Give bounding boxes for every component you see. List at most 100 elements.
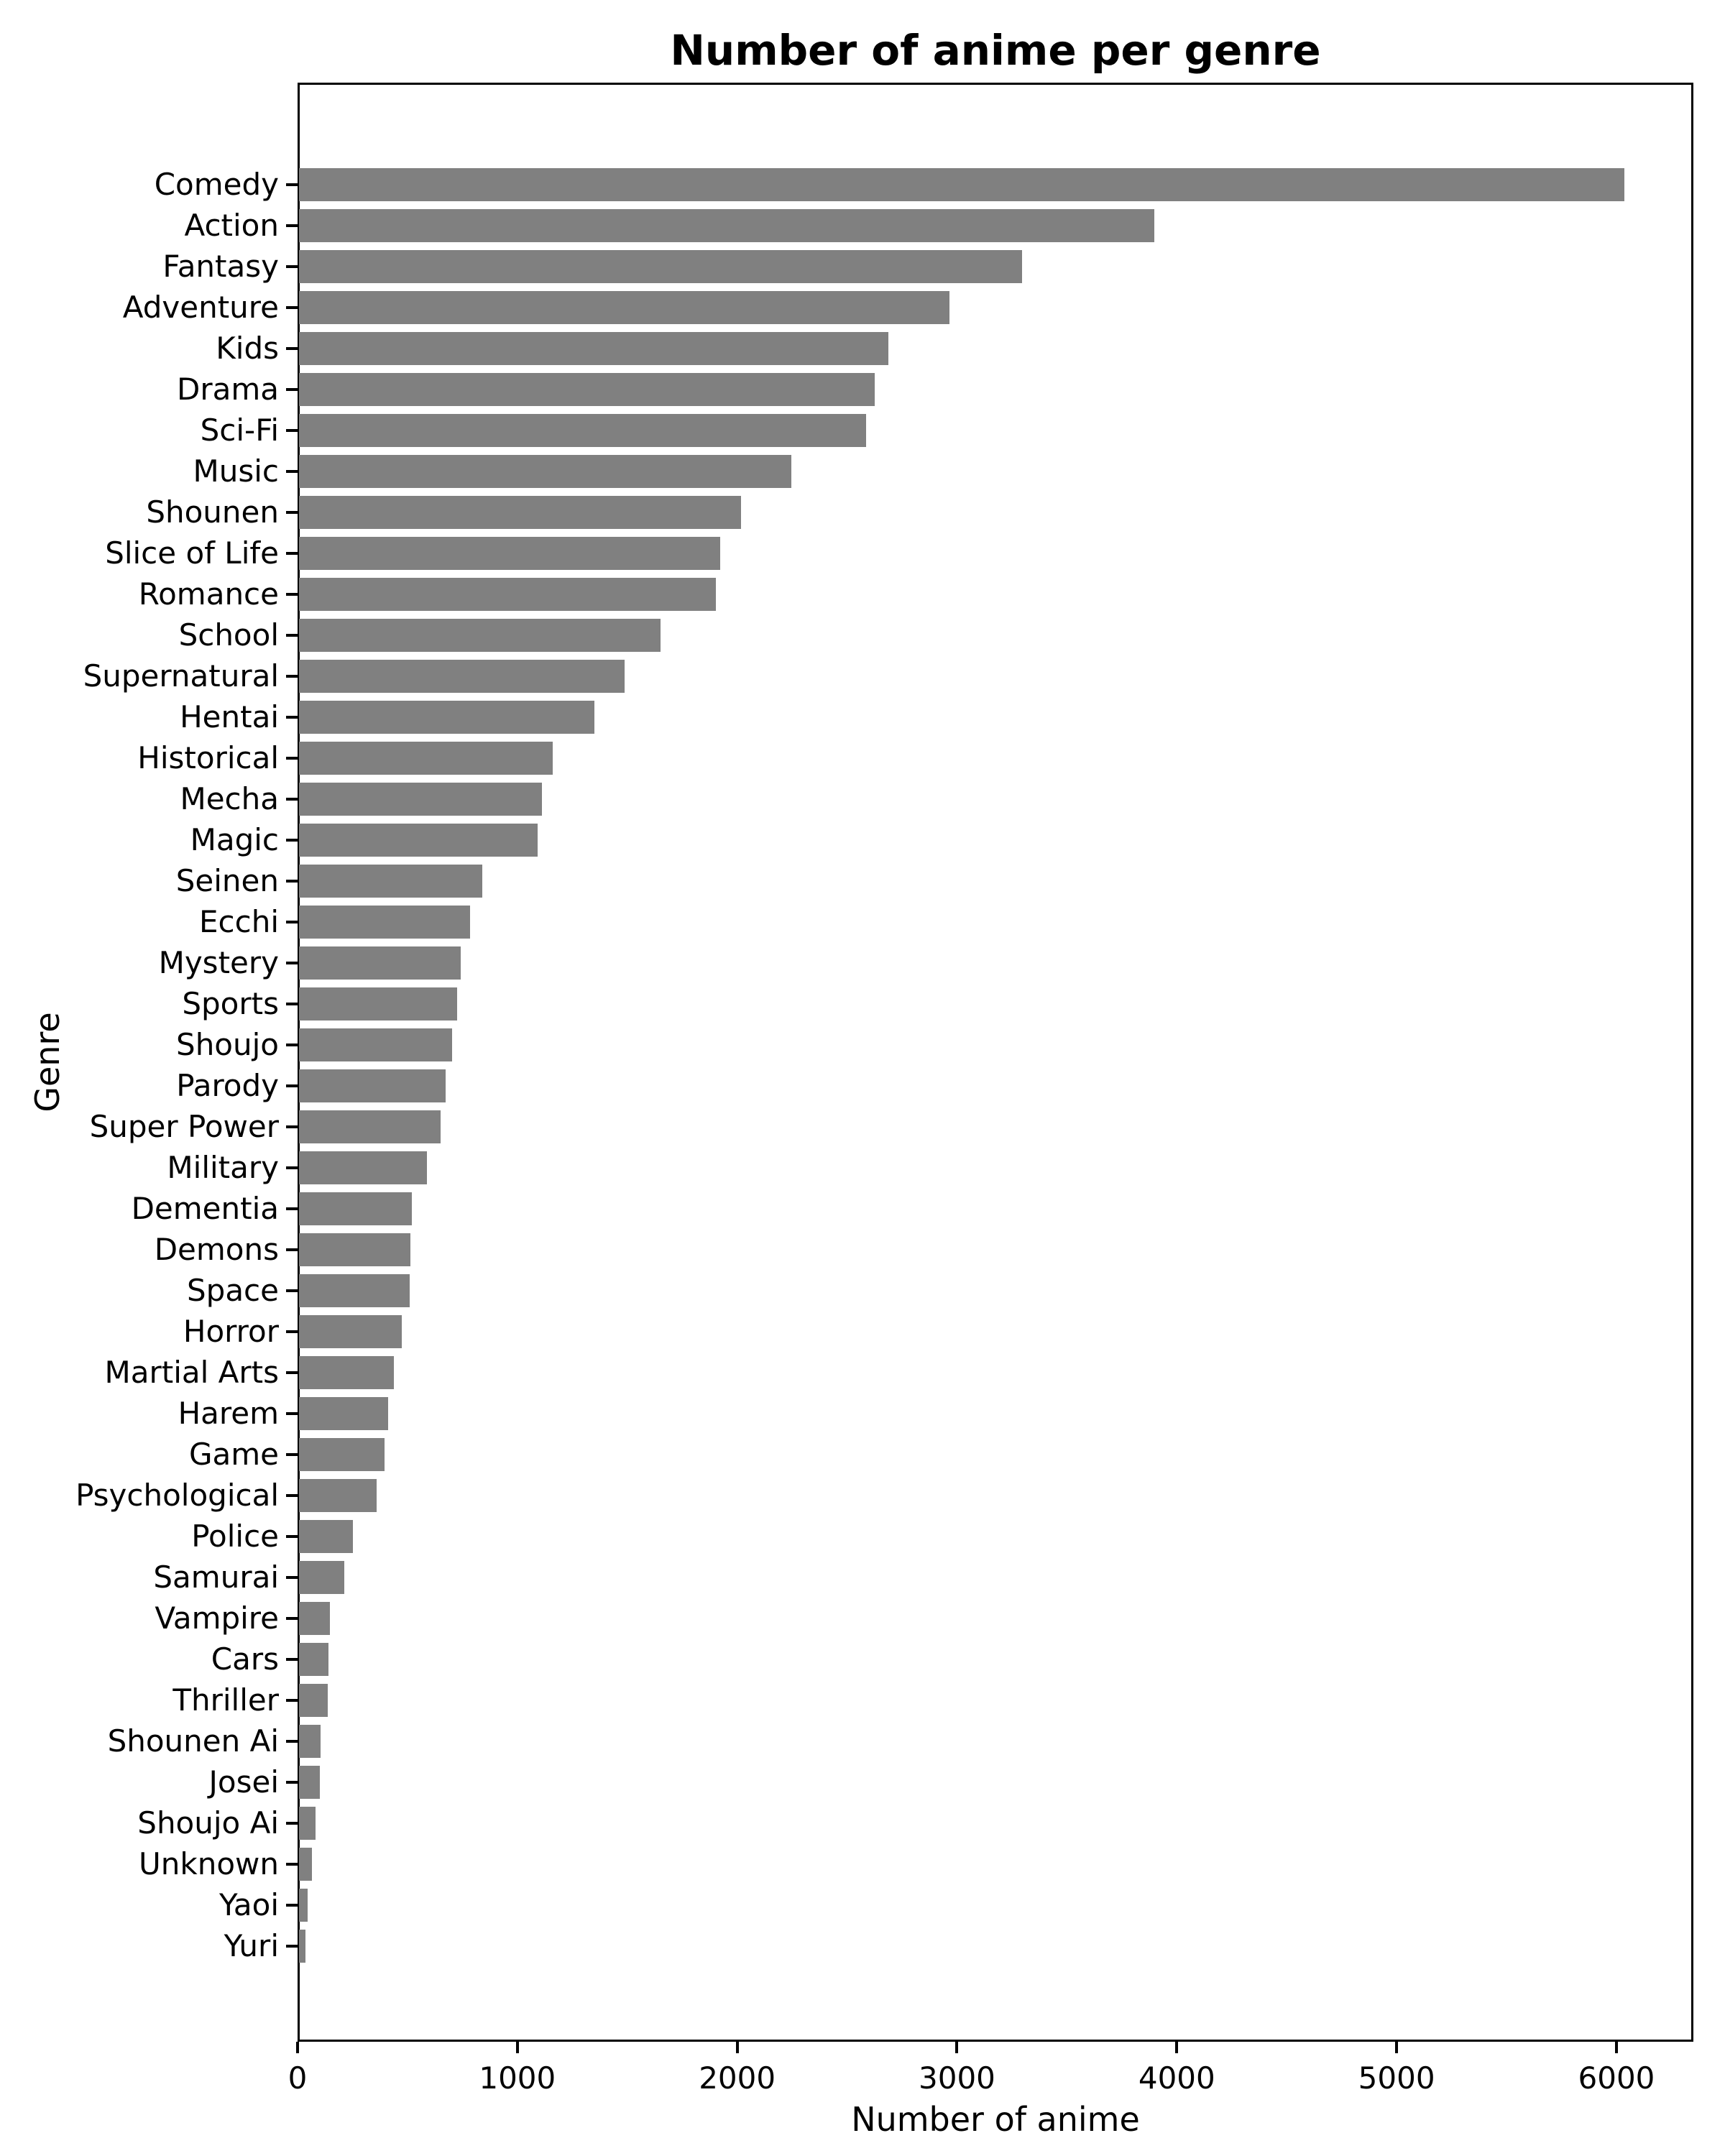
y-tick-label: Thriller (172, 1682, 279, 1718)
bar (299, 291, 949, 324)
bar (299, 1356, 394, 1389)
y-tick-label: Hentai (180, 699, 279, 734)
y-tick-mark (286, 880, 298, 883)
y-tick-label: Super Power (89, 1109, 279, 1144)
y-tick-mark (286, 1781, 298, 1784)
y-tick-label: Samurai (153, 1560, 279, 1595)
x-tick-mark (1614, 2042, 1618, 2053)
y-tick-mark (286, 429, 298, 432)
y-tick-label: Unknown (139, 1846, 279, 1881)
y-tick-label: Sci-Fi (200, 413, 279, 448)
bar (299, 987, 457, 1021)
y-tick-label: Fantasy (162, 249, 279, 284)
y-tick-label: Shoujo (176, 1027, 279, 1062)
y-tick-label: Slice of Life (105, 535, 279, 571)
bar (299, 906, 470, 939)
y-tick-label: Comedy (154, 167, 279, 202)
bar (299, 537, 720, 570)
x-tick-label: 2000 (699, 2060, 776, 2096)
bar (299, 209, 1154, 242)
x-tick-mark (1175, 2042, 1179, 2053)
y-tick-label: Shoujo Ai (137, 1805, 279, 1841)
y-tick-mark (286, 511, 298, 514)
y-tick-label: Sports (182, 986, 279, 1021)
y-tick-mark (286, 1166, 298, 1169)
y-tick-label: Seinen (175, 863, 279, 898)
y-tick-label: Yaoi (219, 1887, 279, 1922)
x-tick-label: 5000 (1358, 2060, 1435, 2096)
bar (299, 1151, 427, 1184)
bar (299, 1602, 330, 1635)
y-tick-mark (286, 347, 298, 350)
bar (299, 373, 875, 406)
y-tick-label: Military (167, 1150, 279, 1185)
y-tick-mark (286, 1289, 298, 1292)
y-tick-label: Romance (138, 576, 279, 612)
bar (299, 701, 594, 734)
y-tick-mark (286, 593, 298, 596)
x-tick-mark (296, 2042, 299, 2053)
y-tick-label: Music (193, 453, 280, 489)
bar (299, 1110, 441, 1143)
y-tick-label: Supernatural (83, 658, 279, 694)
y-tick-mark (286, 1330, 298, 1333)
y-tick-mark (286, 716, 298, 719)
y-tick-mark (286, 1207, 298, 1210)
bar (299, 1520, 353, 1553)
bar (299, 742, 553, 775)
y-tick-label: Game (188, 1437, 279, 1472)
y-tick-mark (286, 1248, 298, 1251)
y-tick-mark (286, 1617, 298, 1620)
bar (299, 1274, 410, 1307)
y-tick-label: Harem (178, 1396, 279, 1431)
y-tick-mark (286, 470, 298, 473)
y-tick-mark (286, 1125, 298, 1128)
y-tick-label: Magic (190, 822, 279, 857)
y-tick-mark (286, 921, 298, 923)
bar (299, 783, 542, 816)
y-tick-mark (286, 183, 298, 186)
bar (299, 1766, 320, 1799)
y-tick-mark (286, 265, 298, 268)
bar (299, 168, 1624, 201)
y-tick-label: Adventure (122, 290, 279, 325)
y-tick-mark (286, 1904, 298, 1907)
bar (299, 1561, 344, 1594)
bar (299, 1192, 412, 1225)
bar (299, 1889, 308, 1922)
bar (299, 946, 461, 980)
y-tick-label: Cars (211, 1641, 279, 1677)
bar (299, 824, 538, 857)
y-tick-mark (286, 1822, 298, 1825)
bar (299, 455, 791, 488)
y-tick-label: Police (191, 1519, 279, 1554)
bar (299, 250, 1022, 283)
bar (299, 1028, 452, 1061)
bar (299, 619, 661, 652)
y-tick-mark (286, 1453, 298, 1456)
y-tick-mark (286, 1863, 298, 1866)
bar (299, 1438, 385, 1471)
y-tick-mark (286, 1945, 298, 1948)
y-tick-label: Psychological (75, 1478, 279, 1513)
y-tick-mark (286, 1576, 298, 1579)
bar (299, 865, 482, 898)
y-tick-label: Drama (177, 372, 279, 407)
y-tick-mark (286, 1044, 298, 1046)
bar (299, 1233, 410, 1266)
y-tick-label: Martial Arts (104, 1355, 279, 1390)
x-tick-label: 1000 (479, 2060, 556, 2096)
y-tick-label: Josei (208, 1764, 279, 1800)
y-tick-mark (286, 1412, 298, 1415)
y-tick-label: Ecchi (198, 904, 279, 939)
y-tick-mark (286, 962, 298, 964)
y-tick-mark (286, 388, 298, 391)
y-tick-label: Parody (176, 1068, 279, 1103)
y-tick-mark (286, 634, 298, 637)
bar (299, 414, 866, 447)
y-tick-label: Kids (216, 331, 279, 366)
y-tick-mark (286, 1371, 298, 1374)
bar (299, 1643, 328, 1676)
bar (299, 1069, 446, 1102)
